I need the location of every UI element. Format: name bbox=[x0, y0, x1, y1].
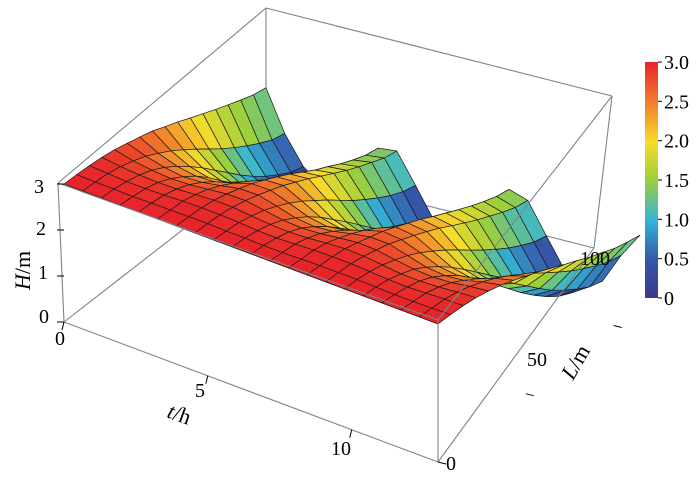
axis-tick-marks bbox=[57, 183, 622, 465]
box-edge-right-back bbox=[593, 95, 613, 249]
colorbar-label: 0.5 bbox=[664, 249, 689, 271]
box-edge-back-top-left bbox=[57, 7, 267, 184]
colorbar-label: 3.0 bbox=[664, 52, 689, 74]
y-axis-ticks: 0 50 100 bbox=[446, 248, 610, 475]
x-tick-label: 10 bbox=[331, 438, 351, 460]
colorbar-tick-marks bbox=[658, 61, 662, 299]
x-tick-mark bbox=[61, 321, 65, 331]
colorbar-gradient bbox=[645, 62, 658, 298]
x-axis-title: t/h bbox=[164, 398, 194, 429]
colorbar-label: 2.5 bbox=[664, 91, 689, 113]
y-tick-mark bbox=[437, 461, 447, 465]
colorbar-labels: 3.0 2.5 2.0 1.5 1.0 0.5 0 bbox=[664, 52, 689, 310]
z-tick-label: 2 bbox=[36, 218, 46, 240]
y-tick-label: 0 bbox=[446, 453, 456, 475]
z-tick-label: 1 bbox=[38, 262, 48, 284]
x-tick-mark bbox=[205, 375, 209, 384]
surface-mesh bbox=[63, 87, 641, 325]
box-edge-front-left bbox=[57, 182, 65, 323]
box-edge-back-top-right bbox=[265, 7, 613, 97]
colorbar: 3.0 2.5 2.0 1.5 1.0 0.5 0 bbox=[645, 52, 689, 310]
box-edge-top-front bbox=[57, 182, 439, 321]
y-axis-title: L/m bbox=[555, 340, 595, 384]
x-tick-label: 0 bbox=[55, 328, 65, 350]
box-edge-front-bottom bbox=[63, 321, 439, 463]
z-tick-label: 0 bbox=[39, 306, 49, 328]
z-axis-title: H/m bbox=[10, 251, 35, 291]
y-tick-label: 50 bbox=[527, 349, 547, 371]
x-tick-label: 5 bbox=[195, 380, 205, 402]
y-tick-mark bbox=[525, 393, 534, 397]
x-tick-mark bbox=[349, 429, 353, 438]
y-tick-mark bbox=[613, 325, 622, 328]
z-tick-label: 3 bbox=[34, 176, 44, 198]
box-front-edges bbox=[57, 95, 613, 463]
y-tick-label: 100 bbox=[580, 248, 610, 270]
colorbar-label: 0 bbox=[664, 288, 674, 310]
colorbar-label: 1.5 bbox=[664, 170, 689, 192]
z-axis-ticks: 3 2 1 0 bbox=[34, 176, 49, 328]
x-axis-ticks: 0 5 10 bbox=[55, 328, 351, 460]
box-edge-right-bottom bbox=[437, 247, 595, 463]
colorbar-label: 2.0 bbox=[664, 131, 689, 153]
surface-patch bbox=[418, 307, 451, 325]
colorbar-label: 1.0 bbox=[664, 209, 689, 231]
box-edge-top-right bbox=[437, 95, 613, 321]
